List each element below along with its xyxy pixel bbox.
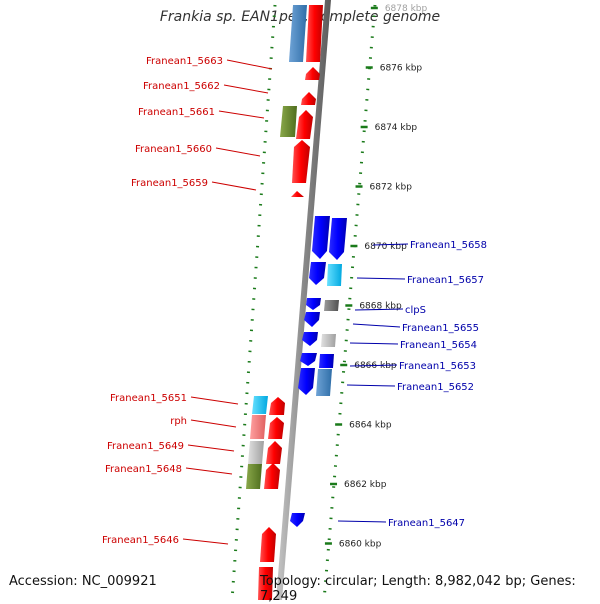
gene-feature <box>268 417 284 439</box>
gene-feature <box>250 415 266 439</box>
label-leader-line <box>223 84 269 94</box>
scale-tick-label: 6860 kbp <box>339 540 382 550</box>
gene-label: Franean1_5652 <box>397 382 474 393</box>
accession-text: Accession: NC_009921 <box>9 574 157 589</box>
scale-tick-label: 6862 kbp <box>344 480 387 490</box>
gene-feature <box>248 441 264 464</box>
scale-tick-label: 6866 kbp <box>354 361 397 371</box>
gene-feature <box>312 216 330 259</box>
gene-feature <box>252 396 268 414</box>
gene-feature <box>264 463 280 489</box>
scale-tick-label: 6870 kbp <box>364 242 407 252</box>
gene-label: Franean1_5663 <box>146 56 223 67</box>
gene-label: Franean1_5657 <box>407 275 484 286</box>
gene-feature <box>260 527 276 562</box>
scale-tick-label: 6872 kbp <box>370 183 413 193</box>
label-leader-line <box>185 467 233 475</box>
gene-label: Franean1_5662 <box>143 81 220 92</box>
gene-label: Franean1_5654 <box>400 340 477 351</box>
gene-label: clpS <box>405 305 426 316</box>
genome-backbone <box>276 0 331 600</box>
gene-label: Franean1_5653 <box>399 361 476 372</box>
forward-strand-genes <box>258 5 323 600</box>
label-leader-line <box>187 444 235 452</box>
gene-label: Franean1_5661 <box>138 107 215 118</box>
gene-labels: Franean1_5663 Franean1_5662 Franean1_5661 F… <box>102 56 487 546</box>
label-leader-line <box>215 147 261 157</box>
label-leader-line <box>211 181 257 191</box>
gene-label: Franean1_5651 <box>110 393 187 404</box>
gene-label: Franean1_5660 <box>135 144 212 155</box>
label-leader-line <box>182 538 229 545</box>
label-leader-line <box>218 110 265 119</box>
gene-feature <box>306 298 321 310</box>
gene-feature <box>258 567 273 600</box>
label-leader-line <box>190 396 239 405</box>
gene-feature <box>319 354 334 368</box>
gene-feature <box>301 92 316 105</box>
gene-feature <box>296 110 313 139</box>
gene-label: Franean1_5658 <box>410 240 487 251</box>
gene-feature <box>305 67 320 80</box>
label-leader-line <box>356 277 406 280</box>
gene-feature <box>324 300 339 311</box>
gene-feature <box>289 5 307 62</box>
gene-label: Franean1_5648 <box>105 464 182 475</box>
gene-feature <box>269 397 285 415</box>
gene-feature <box>280 106 297 137</box>
scale-ticks: 6878 kbp 6876 kbp 6874 kbp 6872 kbp 6870 kbp… <box>324 4 428 550</box>
label-leader-line <box>352 323 401 328</box>
gene-label: Franean1_5646 <box>102 535 179 546</box>
label-leader-line <box>346 384 396 387</box>
label-leader-line <box>226 59 273 70</box>
scale-tick-label: 6876 kbp <box>380 64 423 74</box>
label-leader-line <box>354 308 404 311</box>
other-features <box>246 5 342 489</box>
gene-feature <box>304 312 320 327</box>
gene-label: Franean1_5647 <box>388 518 465 529</box>
gene-label: Franean1_5659 <box>131 178 208 189</box>
label-leader-line <box>349 364 398 367</box>
gene-feature <box>266 441 282 464</box>
label-leader-line <box>349 342 399 345</box>
scale-tick-label: 6868 kbp <box>359 302 402 312</box>
gene-feature <box>316 369 332 396</box>
gene-feature <box>292 140 310 183</box>
scale-tick-label: 6878 kbp <box>385 4 428 14</box>
gene-feature <box>327 264 342 286</box>
inner-tick-ring <box>230 4 277 600</box>
gene-label: Franean1_5655 <box>402 323 479 334</box>
gene-label: rph <box>170 416 187 427</box>
scale-tick-label: 6864 kbp <box>349 421 392 431</box>
gene-feature <box>300 353 317 366</box>
scale-tick-label: 6874 kbp <box>375 123 418 133</box>
label-leader-line <box>190 419 237 428</box>
gene-feature <box>290 513 305 527</box>
gene-feature <box>291 191 304 197</box>
gene-feature <box>302 332 318 346</box>
label-leader-line <box>372 243 409 246</box>
label-leader-line <box>337 520 387 523</box>
gene-feature <box>298 368 315 395</box>
gene-feature <box>246 464 262 489</box>
gene-feature <box>309 262 326 285</box>
gene-feature <box>329 218 347 260</box>
reverse-strand-genes <box>290 216 347 527</box>
gene-feature <box>321 334 336 347</box>
gene-label: Franean1_5649 <box>107 441 184 452</box>
gene-feature <box>306 5 323 62</box>
